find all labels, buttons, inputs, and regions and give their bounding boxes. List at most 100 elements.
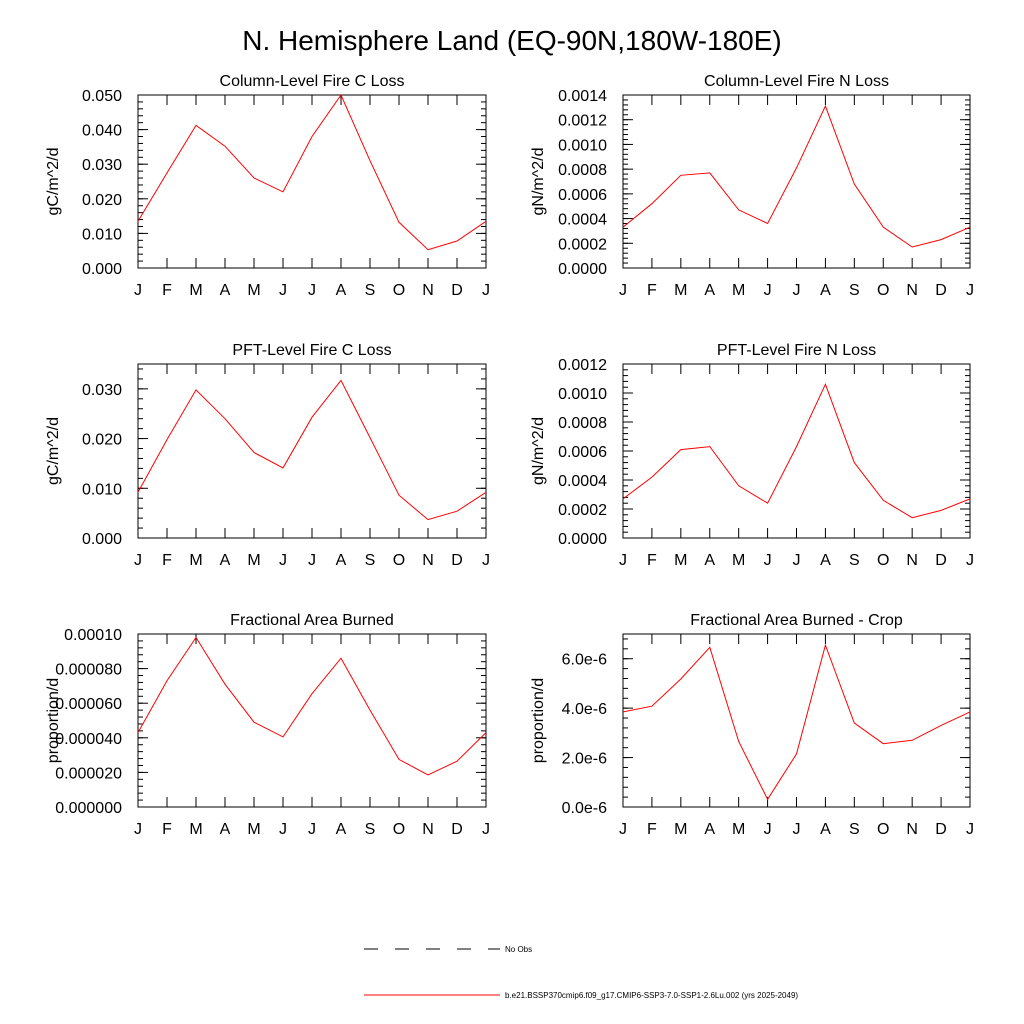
x-tick-label: A — [220, 282, 231, 299]
x-tick-label: A — [704, 821, 715, 838]
x-tick-label: A — [704, 552, 715, 569]
x-tick-label: J — [134, 552, 142, 569]
x-tick-label: O — [393, 821, 405, 838]
y-tick-label: 0.0006 — [558, 187, 607, 204]
y-tick-label: 0.000040 — [55, 731, 122, 748]
x-tick-label: J — [764, 282, 772, 299]
y-tick-label: 0.0e-6 — [562, 800, 607, 817]
y-tick-label: 2.0e-6 — [562, 751, 607, 768]
x-tick-label: M — [732, 552, 745, 569]
chart-title: PFT-Level Fire C Loss — [232, 342, 391, 359]
x-tick-label: A — [704, 282, 715, 299]
y-tick-label: 0.050 — [82, 88, 122, 105]
y-axis-label: proportion/d — [530, 678, 547, 763]
x-tick-label: M — [247, 821, 260, 838]
y-tick-label: 0.0000 — [558, 261, 607, 278]
y-tick-label: 0.000020 — [55, 765, 122, 782]
x-tick-label: J — [966, 821, 974, 838]
x-tick-label: J — [308, 282, 316, 299]
x-tick-label: J — [966, 282, 974, 299]
x-tick-label: D — [935, 821, 947, 838]
y-axis-label: gN/m^2/d — [530, 148, 547, 216]
x-tick-label: N — [422, 282, 434, 299]
x-tick-label: J — [482, 282, 490, 299]
plot-frame — [137, 633, 487, 808]
y-tick-label: 0.0002 — [558, 502, 607, 519]
x-tick-label: M — [674, 552, 687, 569]
x-tick-label: A — [220, 821, 231, 838]
x-tick-label: N — [906, 821, 918, 838]
x-tick-label: J — [793, 552, 801, 569]
x-tick-label: J — [793, 282, 801, 299]
x-tick-label: S — [849, 821, 860, 838]
y-tick-label: 0.000080 — [55, 662, 122, 679]
y-tick-label: 0.0000 — [558, 531, 607, 548]
y-tick-label: 0.000060 — [55, 696, 122, 713]
x-tick-label: O — [877, 552, 889, 569]
x-tick-label: J — [764, 821, 772, 838]
x-tick-label: J — [279, 552, 287, 569]
x-tick-label: N — [422, 552, 434, 569]
y-tick-label: 0.0004 — [558, 212, 607, 229]
y-tick-label: 0.030 — [82, 157, 122, 174]
y-tick-label: 0.0006 — [558, 444, 607, 461]
y-tick-label: 0.000 — [82, 261, 122, 278]
x-tick-label: A — [336, 552, 347, 569]
y-tick-label: 0.0004 — [558, 473, 607, 490]
plot-frame — [137, 363, 487, 539]
y-axis-label: proportion/d — [45, 678, 62, 763]
x-tick-label: M — [674, 821, 687, 838]
x-tick-label: O — [393, 282, 405, 299]
x-tick-label: O — [877, 821, 889, 838]
plot-frame — [622, 633, 971, 808]
figure-title: N. Hemisphere Land (EQ-90N,180W-180E) — [242, 25, 782, 56]
x-tick-label: S — [365, 282, 376, 299]
x-tick-label: M — [247, 552, 260, 569]
y-tick-label: 0.0012 — [558, 357, 607, 374]
y-tick-label: 6.0e-6 — [562, 652, 607, 669]
y-tick-label: 0.030 — [82, 382, 122, 399]
x-tick-label: M — [247, 282, 260, 299]
x-tick-label: F — [647, 282, 657, 299]
x-tick-label: D — [935, 282, 947, 299]
x-tick-label: J — [134, 821, 142, 838]
plot-frame — [137, 94, 487, 269]
series-line — [137, 93, 487, 251]
legend: No Obs b.e21.BSSP370cmip6.f09_g17.CMIP6-… — [364, 945, 798, 1000]
y-axis-label: gC/m^2/d — [45, 417, 62, 485]
plot-frame — [622, 363, 971, 539]
x-tick-label: J — [764, 552, 772, 569]
x-tick-label: S — [365, 821, 376, 838]
x-tick-label: F — [162, 821, 172, 838]
x-tick-label: F — [162, 282, 172, 299]
y-tick-label: 0.040 — [82, 123, 122, 140]
y-tick-label: 0.00010 — [64, 627, 122, 644]
y-axis-label: gC/m^2/d — [45, 148, 62, 216]
x-tick-label: J — [279, 821, 287, 838]
x-tick-label: D — [935, 552, 947, 569]
x-tick-label: D — [451, 552, 463, 569]
chart-title: Fractional Area Burned — [230, 612, 394, 629]
y-tick-label: 0.000000 — [55, 800, 122, 817]
x-tick-label: A — [820, 282, 831, 299]
y-tick-label: 0.010 — [82, 481, 122, 498]
chart-title: PFT-Level Fire N Loss — [717, 342, 876, 359]
series-line — [622, 382, 971, 519]
x-tick-label: M — [189, 552, 202, 569]
x-tick-label: M — [674, 282, 687, 299]
x-tick-label: J — [482, 821, 490, 838]
y-tick-label: 0.000 — [82, 531, 122, 548]
legend-no-obs-label: No Obs — [505, 945, 532, 954]
x-tick-label: O — [877, 282, 889, 299]
y-tick-label: 0.020 — [82, 192, 122, 209]
y-axis-label: gN/m^2/d — [530, 417, 547, 485]
x-tick-label: F — [647, 821, 657, 838]
x-tick-label: O — [393, 552, 405, 569]
x-tick-label: J — [134, 282, 142, 299]
x-tick-label: A — [336, 282, 347, 299]
x-tick-label: A — [220, 552, 231, 569]
